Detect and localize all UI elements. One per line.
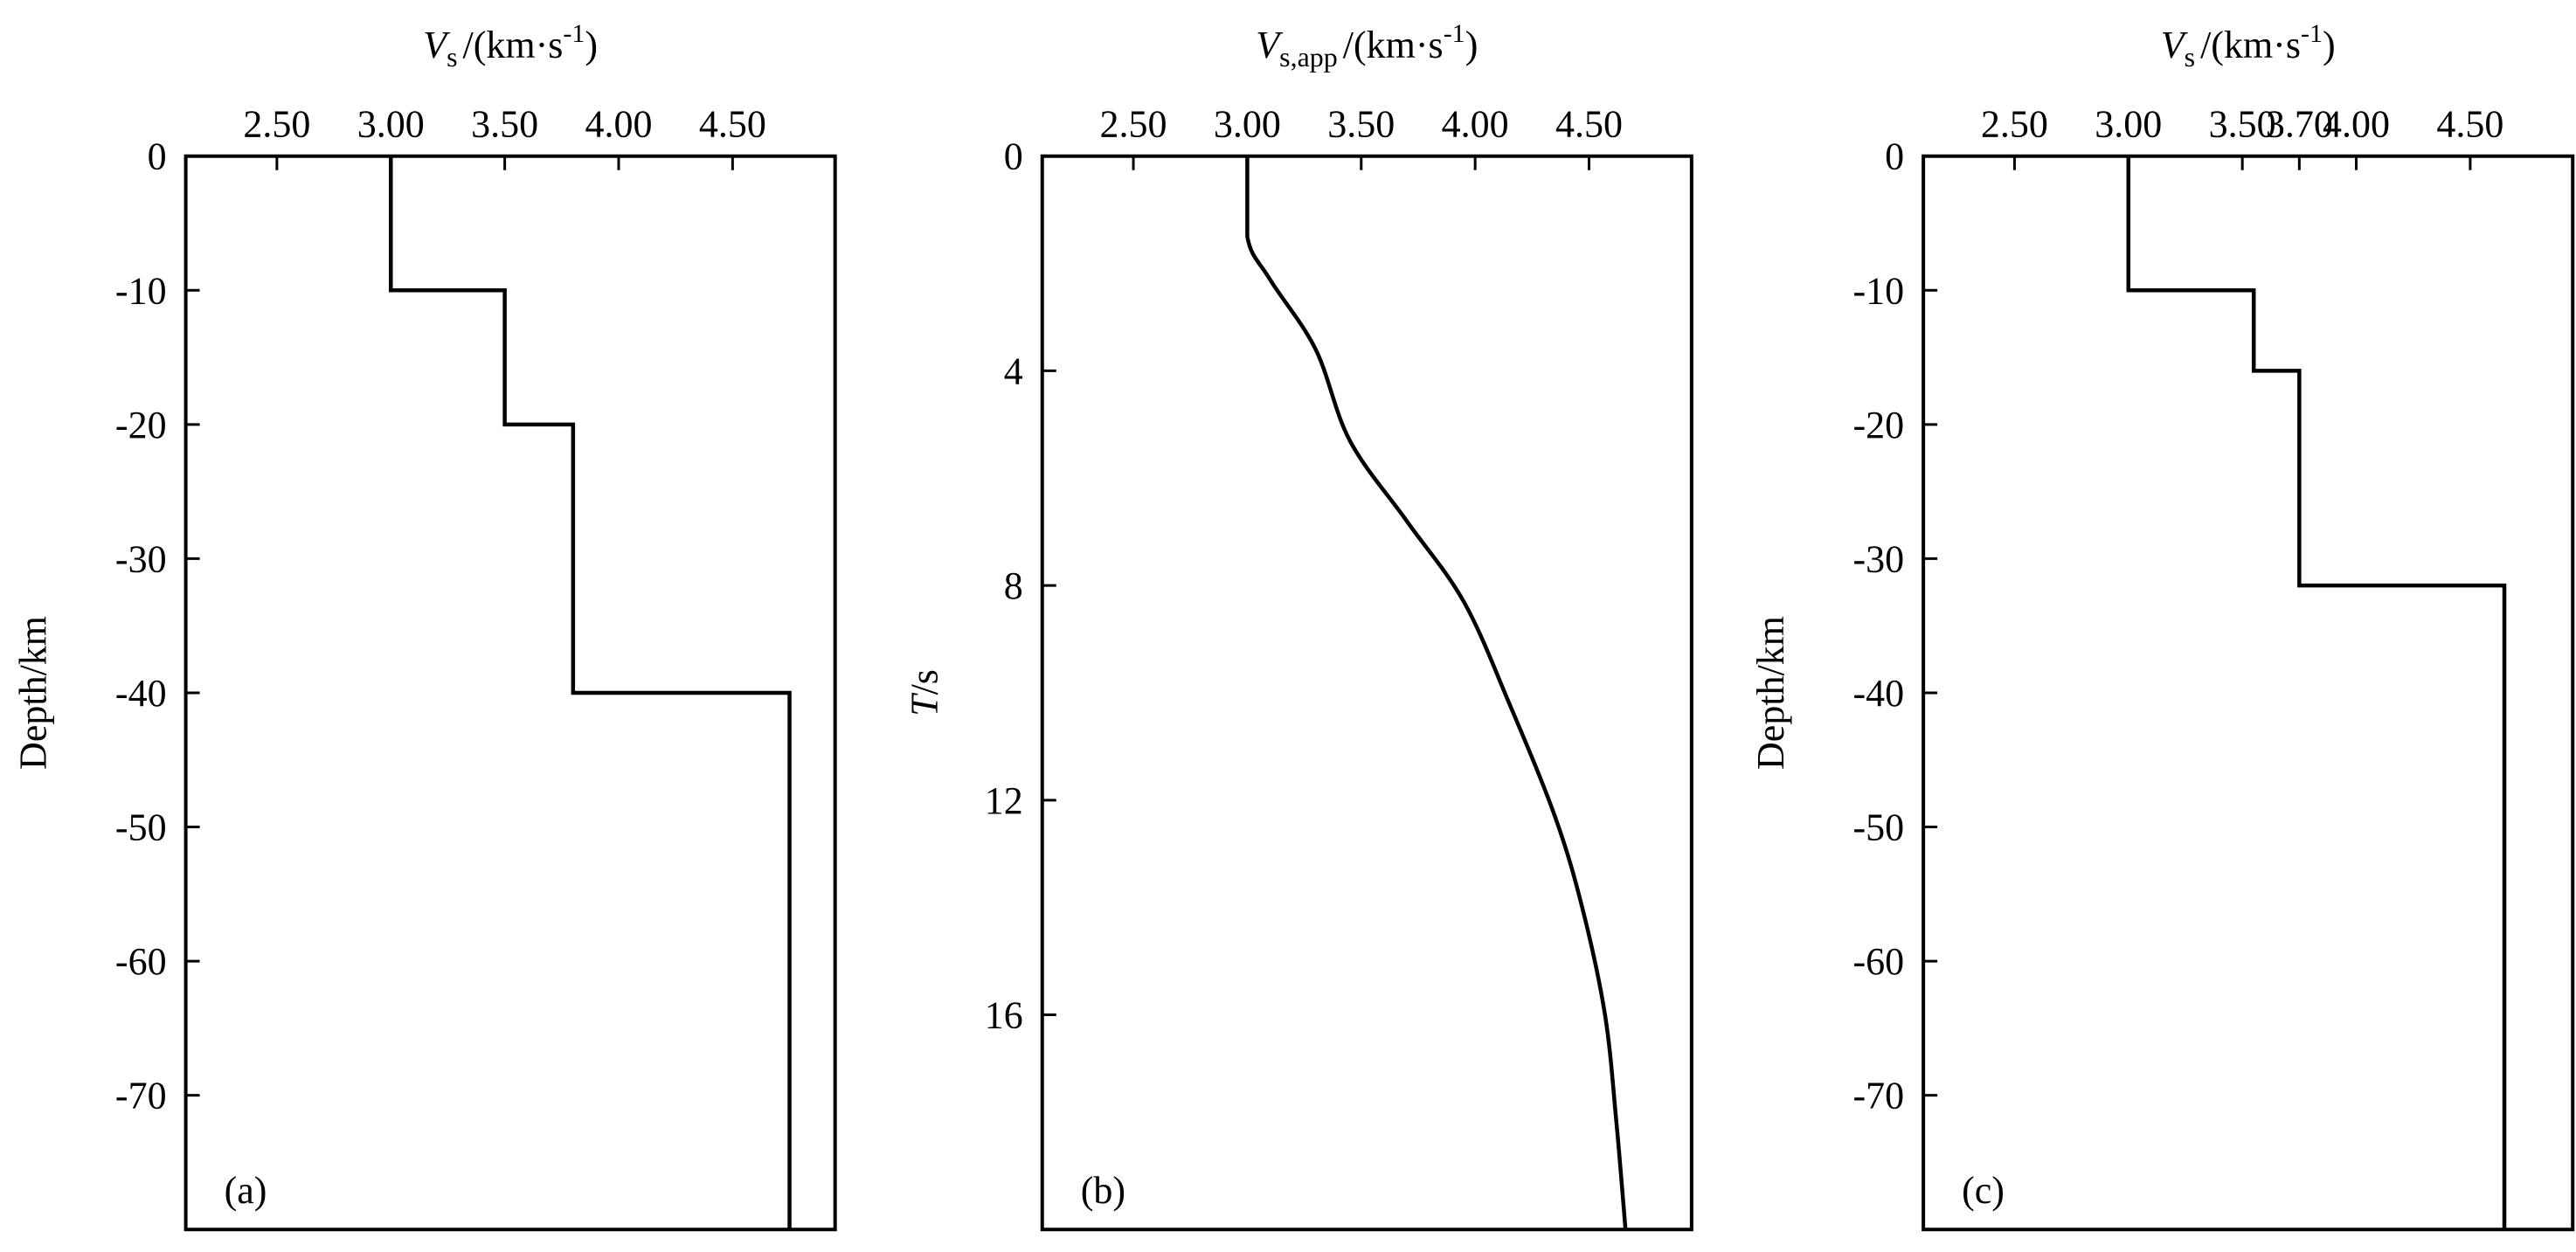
x-tick-label: 4.50 <box>2436 103 2503 146</box>
x-tick-label: 3.50 <box>2209 103 2276 146</box>
x-tick-label: 2.50 <box>1100 103 1167 146</box>
y-tick-label: 0 <box>148 135 167 178</box>
y-tick-label: -30 <box>1852 537 1904 580</box>
x-tick-label: 2.50 <box>1981 103 2048 146</box>
y-axis-title: Depth/km <box>1749 616 1792 770</box>
y-tick-label: -20 <box>115 404 167 446</box>
y-tick-label: 16 <box>985 994 1023 1037</box>
panel-a: 2.50 3.00 3.50 4.00 4.50 0 -10 -20 -30 -40 -50 -60 -… <box>12 19 837 1232</box>
x-axis-title: Vs,app/(km·s-1) <box>1256 19 1478 73</box>
y-tick-label: -50 <box>115 806 167 849</box>
plot-frame <box>1922 154 2575 1232</box>
panel-b: 2.50 3.00 3.50 4.00 4.50 0 4 8 12 16 Vs,app/(km·s-… <box>904 19 1693 1232</box>
y-tick-label: 0 <box>1004 135 1023 178</box>
series-line <box>2126 156 2507 1230</box>
x-tick-label: 3.00 <box>357 103 425 146</box>
x-axis-title: Vs/(km·s-1) <box>423 19 598 73</box>
x-tick-label: 3.00 <box>1214 103 1281 146</box>
x-tick-label: 3.00 <box>2095 103 2162 146</box>
y-tick-label: -70 <box>115 1075 167 1117</box>
panel-c: 2.50 3.00 3.503.704.00 4.50 0 -10 -20 -30 -40 -50… <box>1749 19 2575 1232</box>
y-tick-label: -40 <box>115 672 167 715</box>
panel-label: (a) <box>225 1169 267 1212</box>
y-tick-label: -20 <box>1852 404 1904 446</box>
series-line <box>1245 156 1628 1230</box>
y-tick-label: -10 <box>115 269 167 312</box>
x-tick-label: 2.50 <box>243 103 310 146</box>
plot-frame <box>1040 154 1693 1232</box>
y-axis-title: T/s <box>904 669 946 716</box>
y-tick-label: -60 <box>115 940 167 983</box>
y-tick-label: -40 <box>1852 672 1904 715</box>
panel-label: (c) <box>1962 1169 2005 1212</box>
x-tick-label: 3.50 <box>471 103 538 146</box>
x-tick-label: 3.50 <box>1327 103 1395 146</box>
y-tick-label: -50 <box>1852 806 1904 849</box>
y-tick-label: 4 <box>1004 349 1023 392</box>
y-tick-label: -10 <box>1852 269 1904 312</box>
y-tick-label: 12 <box>985 779 1023 822</box>
y-axis-title: Depth/km <box>12 616 55 770</box>
y-tick-label: -30 <box>115 537 167 580</box>
x-tick-label: 4.00 <box>1442 103 1509 146</box>
y-tick-label: -70 <box>1852 1075 1904 1117</box>
x-axis-title: Vs/(km·s-1) <box>2161 19 2336 73</box>
series-line <box>389 156 792 1230</box>
x-tick-label: 3.70 <box>2266 103 2333 146</box>
x-tick-label: 4.50 <box>1555 103 1623 146</box>
y-tick-label: -60 <box>1852 940 1904 983</box>
y-tick-label: 0 <box>1885 135 1904 178</box>
x-tick-label: 4.00 <box>2323 103 2390 146</box>
y-tick-label: 8 <box>1004 564 1023 607</box>
x-tick-label: 4.00 <box>585 103 652 146</box>
x-tick-label: 4.50 <box>699 103 766 146</box>
panel-label: (b) <box>1081 1169 1125 1212</box>
